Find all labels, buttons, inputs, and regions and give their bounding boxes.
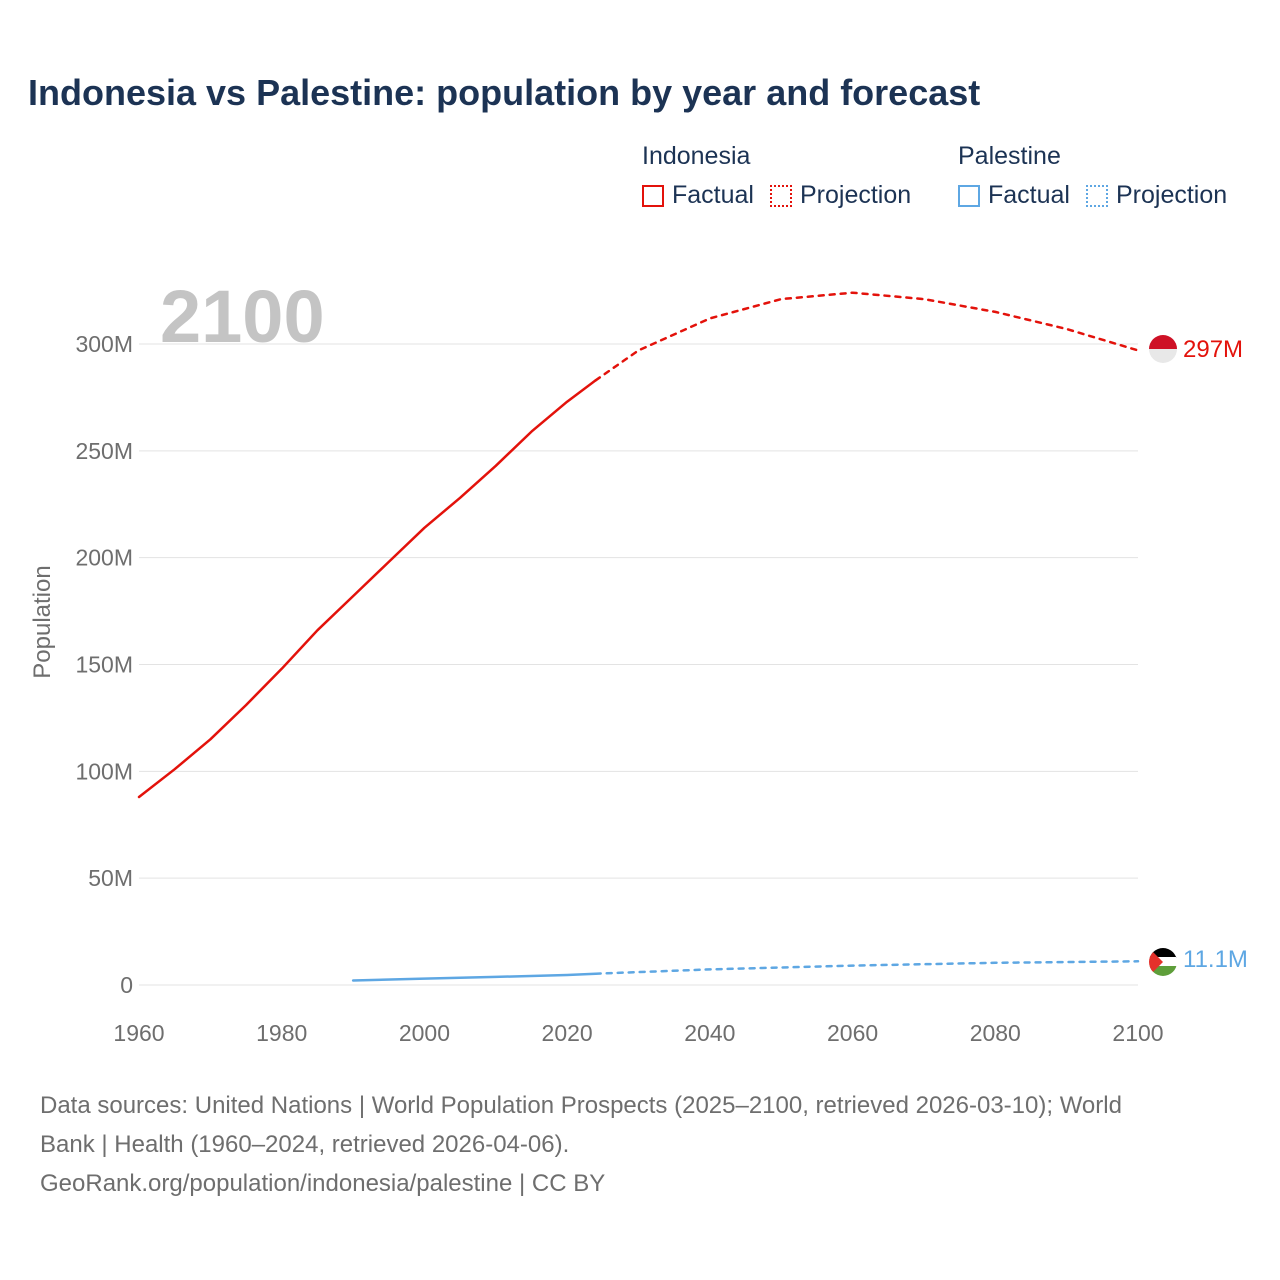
y-tick-label: 0 xyxy=(120,972,133,998)
legend-label: Factual xyxy=(988,181,1070,209)
x-tick-label: 1960 xyxy=(113,1020,164,1046)
x-tick-label: 2000 xyxy=(399,1020,450,1046)
series-lines xyxy=(137,291,1140,982)
y-tick-label: 200M xyxy=(75,545,133,571)
sources-line-2: Bank | Health (1960–2024, retrieved 2026… xyxy=(40,1131,570,1158)
indonesia-factual-line[interactable] xyxy=(137,379,597,799)
palestine-projection-line[interactable] xyxy=(594,960,1140,975)
x-tick-label: 2100 xyxy=(1112,1020,1163,1046)
palestine-flag-icon xyxy=(1149,948,1177,976)
x-tick-label: 1980 xyxy=(256,1020,307,1046)
x-tick-label: 2020 xyxy=(542,1020,593,1046)
x-tick-label: 2040 xyxy=(684,1020,735,1046)
legend-group-palestine: Palestine Factual Projection xyxy=(958,142,1227,210)
y-tick-label: 50M xyxy=(88,865,133,891)
legend-group-indonesia: Indonesia Factual Projection xyxy=(642,142,927,210)
sources-line-1: Data sources: United Nations | World Pop… xyxy=(40,1092,1122,1119)
legend-swatch-dotted-icon xyxy=(1085,184,1108,207)
legend-label: Projection xyxy=(799,181,912,209)
legend-indonesia-factual[interactable]: Factual xyxy=(642,181,754,210)
y-tick-label: 250M xyxy=(75,438,133,464)
indonesia-projection-line[interactable] xyxy=(594,291,1140,382)
x-tick-label: 2080 xyxy=(970,1020,1021,1046)
indonesia-flag-icon xyxy=(1149,335,1177,363)
y-tick-label: 300M xyxy=(75,331,133,357)
year-overlay: 2100 xyxy=(160,275,325,358)
legend-swatch-solid-icon xyxy=(642,184,664,207)
legend-label: Projection xyxy=(1115,181,1228,209)
palestine-factual-line[interactable] xyxy=(351,972,597,982)
y-tick-label: 100M xyxy=(75,758,133,784)
population-chart: 2100 Population 0 50M 100M 150M 200M 250M 300M… xyxy=(29,275,1248,1046)
legend-palestine-factual[interactable]: Factual xyxy=(958,181,1070,210)
palestine-end-label: 11.1M xyxy=(1183,946,1248,973)
indonesia-end-label: 297M xyxy=(1183,336,1243,363)
legend-indonesia-projection[interactable]: Projection xyxy=(769,181,912,210)
legend-group-name-indonesia: Indonesia xyxy=(642,142,751,170)
data-sources: Data sources: United Nations | World Pop… xyxy=(40,1086,1240,1203)
legend-group-name-palestine: Palestine xyxy=(958,142,1061,170)
legend-palestine-projection[interactable]: Projection xyxy=(1085,181,1228,210)
x-tick-label: 2060 xyxy=(827,1020,878,1046)
grid xyxy=(139,343,1138,986)
legend-swatch-solid-icon xyxy=(958,184,980,207)
x-ticks: 1960 1980 2000 2020 2040 2060 2080 2100 xyxy=(113,1020,1163,1046)
y-ticks: 0 50M 100M 150M 200M 250M 300M xyxy=(75,331,133,998)
legend-swatch-dotted-icon xyxy=(769,184,792,207)
legend-label: Factual xyxy=(672,181,754,209)
sources-link[interactable]: GeoRank.org/population/indonesia/palesti… xyxy=(40,1170,606,1197)
y-axis-label: Population xyxy=(29,565,56,678)
y-tick-label: 150M xyxy=(75,652,133,678)
chart-title: Indonesia vs Palestine: population by ye… xyxy=(28,72,981,113)
